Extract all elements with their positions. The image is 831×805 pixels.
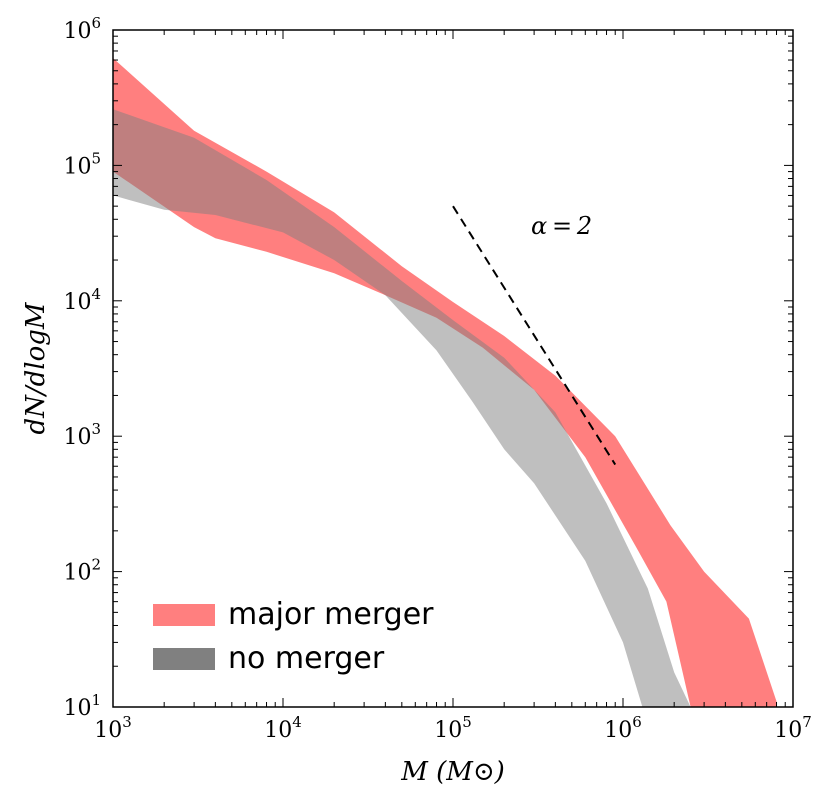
y-tick-label: 103 — [63, 420, 101, 450]
y-tick-label: 102 — [63, 556, 101, 586]
alpha-slope-line — [452, 205, 617, 466]
legend-label-no-merger: no merger — [228, 641, 385, 676]
legend-swatch-no-merger — [153, 648, 215, 670]
x-tick-label: 106 — [604, 713, 642, 743]
y-axis-label: dN/dlogM — [21, 301, 51, 434]
x-tick-label: 105 — [434, 713, 472, 743]
x-axis-label: M (M⊙) — [400, 757, 505, 787]
x-tick-label: 107 — [774, 713, 812, 743]
band-no-merger — [113, 109, 691, 707]
x-tick-label: 104 — [264, 713, 302, 743]
legend: major merger no merger — [153, 597, 434, 676]
alpha-label: α = 2 — [531, 212, 592, 240]
y-tick-label: 105 — [63, 149, 101, 179]
y-tick-label: 104 — [63, 285, 101, 315]
legend-swatch-major-merger — [153, 604, 215, 626]
tick-labels: 103 104 105 106 107 101 102 103 104 105 106 — [63, 14, 811, 743]
alpha-annotation: α = 2 — [452, 205, 617, 466]
legend-label-major-merger: major merger — [228, 597, 434, 632]
y-tick-label: 106 — [63, 14, 101, 44]
axis-ticks — [112, 30, 794, 708]
data-bands — [113, 58, 777, 707]
y-tick-label: 101 — [63, 691, 101, 721]
x-tick-label: 103 — [94, 713, 132, 743]
